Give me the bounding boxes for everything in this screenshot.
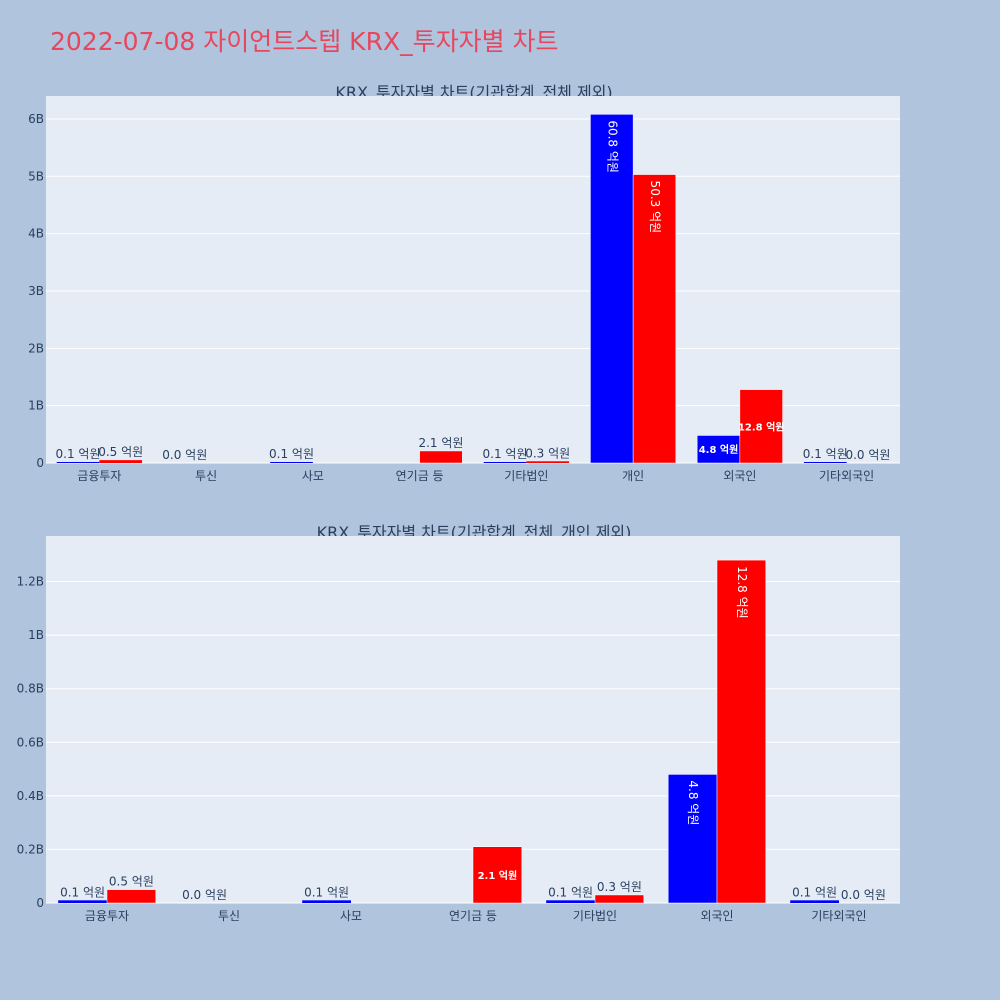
x-tick-label: 개인 (622, 469, 644, 483)
data-label: 0.1 억원 (56, 447, 101, 461)
bar-sell (632, 174, 677, 464)
y-tick-label: 0.4B (17, 789, 44, 803)
y-tick-label: 0.6B (17, 735, 44, 749)
x-tick-label: 사모 (340, 909, 362, 923)
data-label: 0.5 억원 (98, 445, 143, 459)
bar-sell (739, 389, 783, 464)
data-label: 60.8 억원 (605, 120, 619, 173)
data-label: 12.8 억원 (735, 566, 749, 619)
y-tick-label: 1B (28, 628, 44, 642)
data-label: 50.3 억원 (648, 181, 662, 234)
y-tick-label: 6B (28, 112, 44, 126)
data-label: 0.1 억원 (60, 885, 105, 899)
bar-buy (667, 774, 718, 904)
data-label: 0.1 억원 (304, 885, 349, 899)
bar-sell (716, 559, 767, 904)
data-label: 12.8 억원 (738, 420, 785, 433)
bar-sell (419, 450, 463, 464)
y-tick-label: 4B (28, 227, 44, 241)
data-label: 2.1 억원 (418, 436, 463, 450)
bar-buy (483, 462, 527, 463)
x-tick-label: 연기금 등 (449, 909, 497, 923)
data-label: 0.3 억원 (525, 446, 570, 460)
x-tick-label: 금융투자 (85, 909, 129, 923)
y-tick-label: 0 (36, 896, 44, 910)
data-label: 0.5 억원 (109, 875, 154, 889)
y-tick-label: 0.8B (17, 682, 44, 696)
bar-buy (56, 462, 100, 463)
y-tick-label: 0.2B (17, 842, 44, 856)
bar-sell (106, 889, 157, 904)
data-label: 4.8 억원 (699, 443, 739, 456)
bar-buy (302, 900, 351, 903)
bar-buy (58, 900, 107, 903)
y-tick-label: 1B (28, 399, 44, 413)
y-tick-label: 3B (28, 284, 44, 298)
y-tick-label: 1.2B (17, 575, 44, 589)
bar-buy (590, 114, 634, 464)
bar-buy (546, 900, 595, 903)
y-tick-label: 2B (28, 341, 44, 355)
x-tick-label: 기타외국인 (811, 909, 866, 923)
y-tick-label: 0 (36, 456, 44, 470)
bar-buy (790, 900, 839, 903)
data-label: 4.8 억원 (686, 780, 700, 825)
data-label: 0.0 억원 (841, 888, 886, 902)
page-title: 2022-07-08 자이언트스텝 KRX_투자자별 차트 (50, 27, 559, 56)
x-tick-label: 연기금 등 (396, 469, 444, 483)
x-tick-label: 투신 (195, 469, 217, 483)
data-label: 0.0 억원 (162, 448, 207, 462)
x-tick-label: 외국인 (723, 469, 756, 483)
data-label: 0.1 억원 (269, 447, 314, 461)
data-label: 0.1 억원 (792, 885, 837, 899)
x-tick-label: 기타법인 (504, 469, 548, 483)
bar-buy (803, 462, 847, 463)
bar-sell (99, 460, 143, 463)
x-tick-label: 기타법인 (573, 909, 617, 923)
bar-sell (594, 894, 645, 904)
y-tick-label: 5B (28, 169, 44, 183)
bar-sell (472, 846, 523, 904)
x-tick-label: 외국인 (700, 909, 733, 923)
data-label: 2.1 억원 (478, 869, 518, 882)
data-label: 0.0 억원 (845, 448, 890, 462)
data-label: 0.0 억원 (182, 888, 227, 902)
bar-sell (526, 461, 570, 463)
x-tick-label: 사모 (302, 469, 324, 483)
data-label: 0.1 억원 (803, 447, 848, 461)
x-tick-label: 금융투자 (77, 469, 121, 483)
data-label: 0.3 억원 (597, 880, 642, 894)
x-tick-label: 투신 (218, 909, 240, 923)
data-label: 0.1 억원 (548, 885, 593, 899)
bar-buy (270, 462, 313, 463)
data-label: 0.1 억원 (483, 447, 528, 461)
x-tick-label: 기타외국인 (819, 469, 874, 483)
